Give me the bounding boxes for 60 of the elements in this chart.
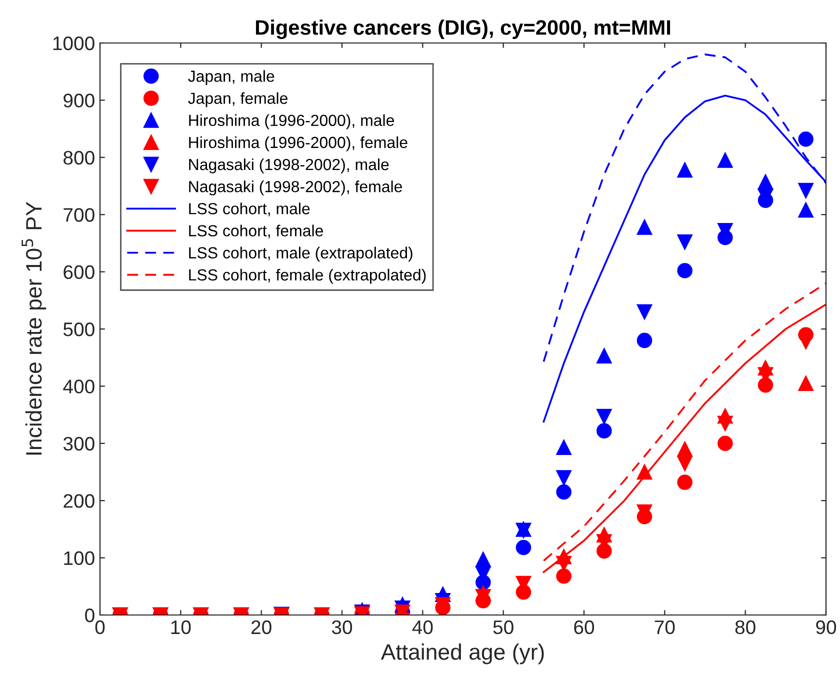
y-tick-label: 600	[64, 265, 94, 280]
point	[798, 202, 814, 218]
x-tick-label: 50	[493, 620, 514, 634]
legend-label: Japan, female	[188, 92, 288, 108]
legend-label: LSS cohort, female (extrapolated)	[189, 268, 426, 284]
point	[636, 220, 652, 235]
point	[758, 377, 774, 393]
x-tick-label: 60	[574, 620, 594, 634]
legend-label: Nagasaki (1998-2002), female	[189, 180, 402, 196]
legend-label: LSS cohort, male	[189, 202, 310, 216]
point	[798, 182, 814, 198]
x-tick-label: 40	[412, 620, 433, 634]
x-tick-label: 90	[816, 620, 836, 634]
chart-title: Digestive cancers (DIG), cy=2000, mt=MMI	[256, 20, 670, 40]
point	[516, 540, 532, 556]
x-tick-label: 20	[252, 620, 272, 634]
point	[677, 474, 692, 490]
point	[798, 334, 814, 350]
point	[636, 304, 652, 320]
point	[636, 332, 652, 348]
point	[677, 441, 692, 457]
x-tick-label: 70	[654, 620, 675, 634]
point	[798, 131, 814, 147]
x-tick-label: 10	[171, 620, 191, 634]
y-tick-label: 700	[64, 208, 94, 222]
legend-label: Hiroshima (1996-2000), male	[189, 114, 394, 130]
point	[718, 436, 733, 452]
x-tick-label: 80	[735, 620, 756, 634]
point	[596, 348, 612, 364]
point	[718, 416, 733, 432]
legend-label: LSS cohort, male (extrapolated)	[189, 246, 412, 262]
y-tick-label: 900	[64, 94, 94, 108]
point	[556, 470, 572, 486]
legend-label: Japan, male	[188, 70, 274, 86]
y-tick-label: 400	[63, 380, 94, 394]
legend-label: Hiroshima (1996-2000), female	[189, 136, 408, 152]
legend-label: LSS cohort, female	[189, 224, 323, 238]
y-tick-label: 0	[85, 608, 94, 622]
point	[556, 568, 572, 584]
y-tick-label: 1000	[53, 36, 94, 50]
point	[798, 376, 814, 391]
y-tick-label: 300	[63, 436, 94, 451]
point	[677, 162, 692, 178]
point	[556, 440, 572, 456]
y-tick-label: 200	[64, 494, 94, 508]
point	[556, 484, 572, 500]
point	[677, 234, 692, 250]
y-tick-label: 500	[63, 322, 94, 336]
point	[596, 423, 612, 438]
legend-label: Nagasaki (1998-2002), male	[189, 158, 389, 174]
point	[596, 408, 612, 424]
point	[677, 263, 692, 278]
x-tick-label: 0	[95, 620, 105, 634]
x-tick-label: 30	[332, 620, 352, 634]
y-axis-title: Incidence rate per 10$^{5}$ PY	[22, 202, 46, 455]
y-tick-label: 800	[64, 150, 94, 165]
point	[677, 456, 692, 472]
point	[718, 152, 733, 168]
y-tick-label: 100	[64, 551, 94, 566]
x-axis-title: Attained age (yr)	[380, 644, 544, 664]
